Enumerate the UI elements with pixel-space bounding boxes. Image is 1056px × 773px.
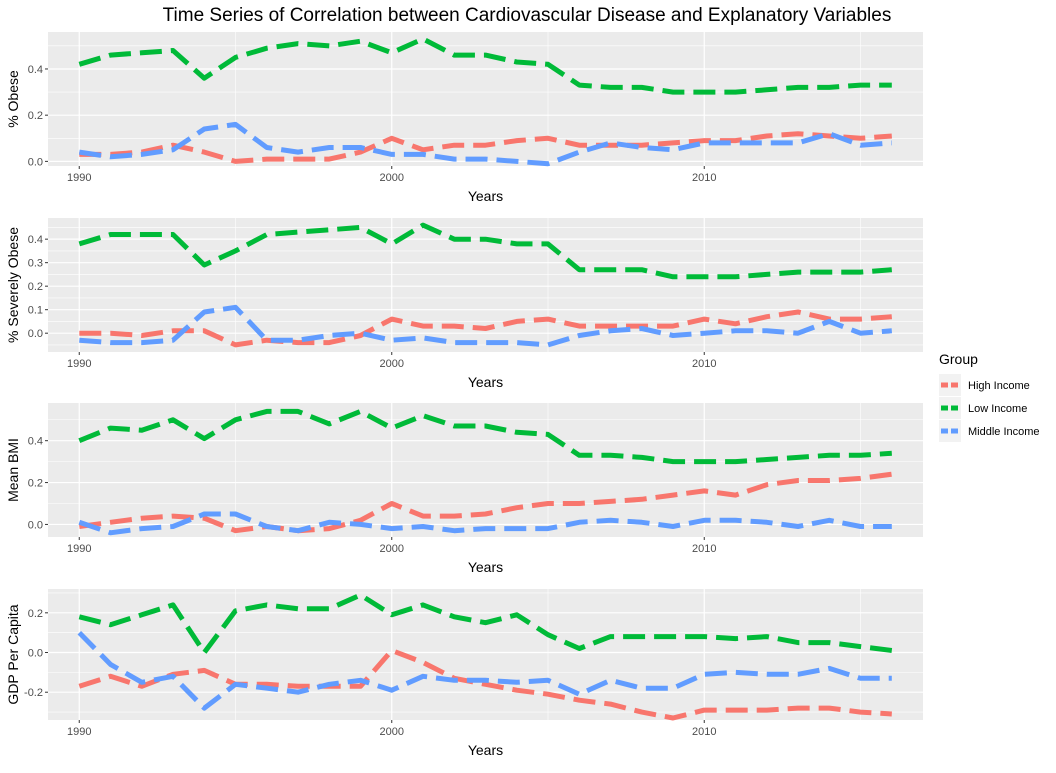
legend-item: Low Income (939, 397, 1027, 419)
x-tick-label: 1990 (67, 543, 91, 555)
x-tick-label: 2000 (380, 543, 404, 555)
legend-label: Low Income (968, 403, 1027, 415)
series-line-middle-income (77, 630, 892, 711)
series-line-low-income (78, 408, 892, 465)
legend-key-background (939, 397, 961, 419)
chart-panels: 1990 2000 2010 0.0 0.2 0.4 Years % Obese 1990 200… (5, 32, 923, 758)
series-line-low-income (78, 592, 893, 655)
y-axis-title: Mean BMI (5, 438, 21, 502)
x-axis-title: Years (468, 188, 503, 204)
legend-item: High Income (939, 374, 1030, 396)
legend-key-background (939, 374, 961, 396)
y-tick-label: 0.4 (28, 64, 43, 76)
x-tick-label: 1990 (67, 726, 91, 738)
chart-title: Time Series of Correlation between Cardi… (163, 5, 892, 26)
series-line-low-income (78, 222, 892, 280)
panel-3: 1990 2000 2010 0.0 0.2 0.4 Years Mean BMI (5, 403, 923, 575)
y-tick-label: 0.3 (28, 258, 43, 270)
y-tick-label: 0.1 (28, 305, 43, 317)
panel-1: 1990 2000 2010 0.0 0.2 0.4 Years % Obese (5, 32, 923, 204)
y-tick-label: 0.2 (28, 281, 43, 293)
series-line-low-income (78, 36, 892, 95)
x-tick-label: 2000 (380, 726, 404, 738)
x-axis-title: Years (468, 559, 503, 575)
x-axis-title: Years (468, 742, 503, 758)
series-line-high-income (78, 648, 892, 721)
x-tick-label: 1990 (67, 172, 91, 184)
y-axis-title: % Severely Obese (5, 227, 21, 343)
y-axis-title: GDP Per Capita (5, 604, 21, 704)
y-tick-label: 0.2 (28, 478, 43, 490)
legend-key-background (939, 420, 961, 442)
x-tick-label: 2010 (692, 358, 716, 370)
legend: Group High Income Low Income Middle Income (939, 351, 1040, 442)
legend-item: Middle Income (939, 420, 1040, 442)
y-tick-label: 0.0 (28, 519, 43, 531)
series-line-middle-income (78, 511, 892, 536)
x-tick-label: 2010 (692, 726, 716, 738)
panel-4: 1990 2000 2010 -0.2 0.0 0.2 Years GDP Per Capit… (5, 589, 923, 758)
x-tick-label: 2000 (380, 358, 404, 370)
series-line-high-income (79, 309, 892, 348)
panel-2: 1990 2000 2010 0.0 0.1 0.2 0.3 0.4 Years % Severe… (5, 218, 923, 390)
x-tick-label: 2010 (692, 543, 716, 555)
y-tick-label: 0.4 (28, 234, 43, 246)
legend-title: Group (939, 351, 978, 367)
x-tick-label: 2000 (380, 172, 404, 184)
y-tick-label: 0.2 (28, 608, 43, 620)
x-axis-title: Years (468, 374, 503, 390)
y-tick-label: 0.2 (28, 110, 43, 122)
y-tick-label: 0.4 (28, 436, 43, 448)
legend-label: High Income (968, 380, 1030, 392)
y-tick-label: 0.0 (28, 156, 43, 168)
x-tick-label: 1990 (67, 358, 91, 370)
y-axis-title: % Obese (5, 70, 21, 128)
legend-label: Middle Income (968, 426, 1040, 438)
series-line-middle-income (78, 121, 892, 167)
x-tick-label: 2010 (692, 172, 716, 184)
y-tick-label: -0.2 (24, 687, 43, 699)
y-tick-label: 0.0 (28, 328, 43, 340)
plot-background (48, 589, 923, 720)
series-line-high-income (79, 131, 892, 164)
y-tick-label: 0.0 (28, 648, 43, 660)
series-line-high-income (78, 471, 893, 534)
